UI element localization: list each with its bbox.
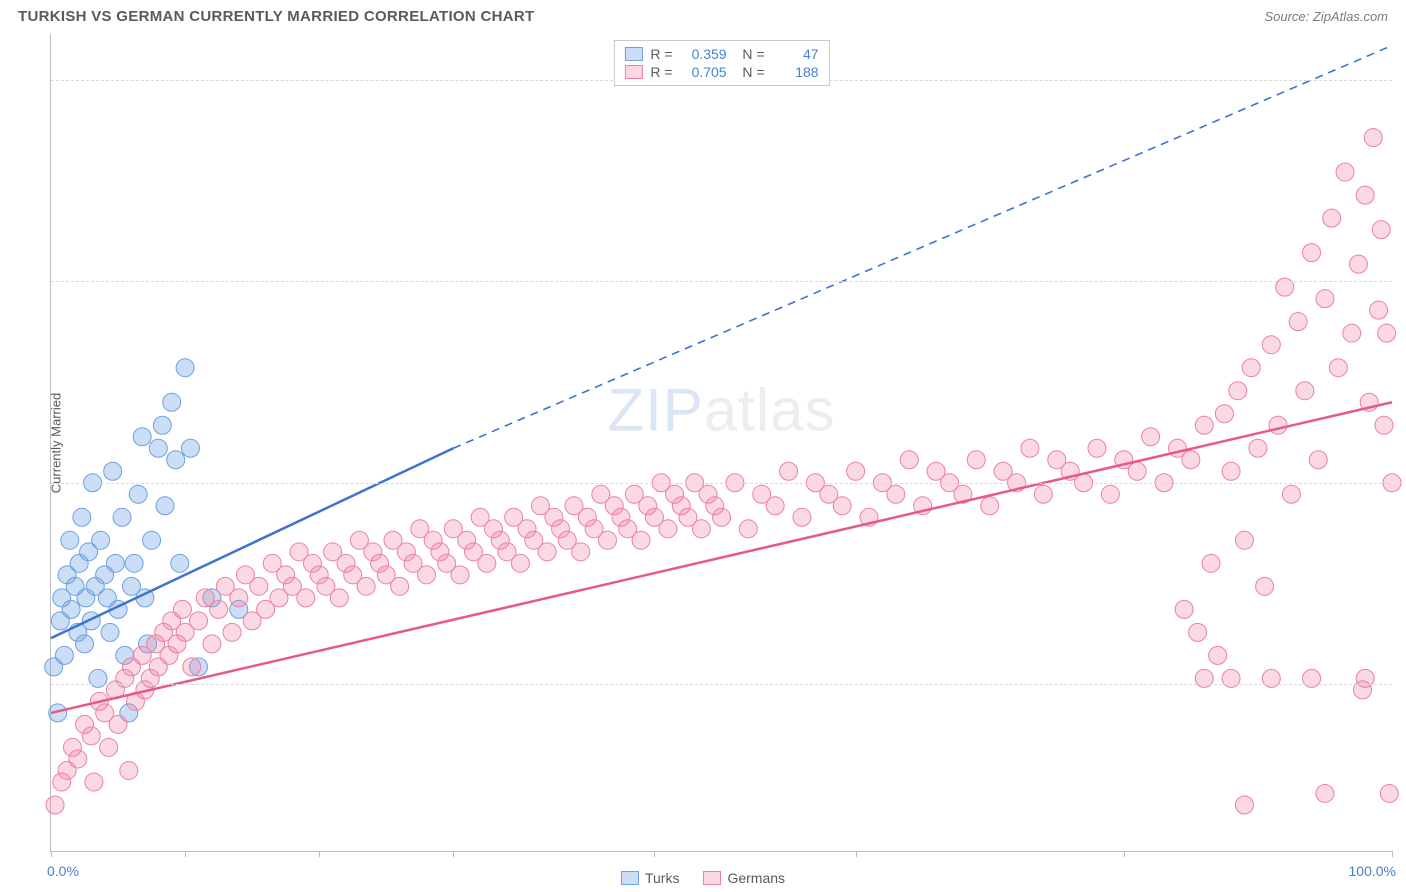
- legend-n-value: 188: [773, 64, 819, 80]
- chart-source: Source: ZipAtlas.com: [1264, 9, 1388, 24]
- trend-lines: [51, 34, 1392, 851]
- x-tick: [319, 851, 320, 857]
- legend-r-value: 0.705: [681, 64, 727, 80]
- y-tick-label: 100.0%: [1402, 72, 1406, 88]
- legend-label: Germans: [727, 870, 785, 886]
- y-tick-label: 82.5%: [1402, 273, 1406, 289]
- legend-swatch: [624, 47, 642, 61]
- trend-line: [51, 402, 1392, 713]
- legend-r-label: R =: [650, 64, 672, 80]
- legend-item: Germans: [703, 870, 785, 886]
- legend-swatch: [703, 871, 721, 885]
- legend-n-value: 47: [773, 46, 819, 62]
- legend-swatch: [624, 65, 642, 79]
- x-tick: [1392, 851, 1393, 857]
- x-tick: [51, 851, 52, 857]
- chart-title: TURKISH VS GERMAN CURRENTLY MARRIED CORR…: [18, 8, 534, 25]
- plot-area: ZIPatlas R =0.359 N =47R =0.705 N =188 0…: [50, 34, 1392, 852]
- x-axis-start-label: 0.0%: [47, 863, 79, 879]
- y-tick-label: 47.5%: [1402, 676, 1406, 692]
- gridline: [51, 281, 1392, 282]
- legend-r-value: 0.359: [681, 46, 727, 62]
- legend-r-label: R =: [650, 46, 672, 62]
- gridline: [51, 684, 1392, 685]
- x-tick: [654, 851, 655, 857]
- trend-line: [51, 448, 453, 638]
- legend-swatch: [621, 871, 639, 885]
- legend-n-label: N =: [735, 46, 765, 62]
- chart-area: Currently Married ZIPatlas R =0.359 N =4…: [10, 34, 1392, 852]
- trend-line-dashed: [453, 46, 1392, 449]
- gridline: [51, 483, 1392, 484]
- legend-label: Turks: [645, 870, 679, 886]
- x-axis-end-label: 100.0%: [1349, 863, 1396, 879]
- y-tick-label: 65.0%: [1402, 475, 1406, 491]
- x-tick: [453, 851, 454, 857]
- series-legend: Turks Germans: [621, 870, 785, 886]
- x-tick: [185, 851, 186, 857]
- x-tick: [856, 851, 857, 857]
- chart-header: TURKISH VS GERMAN CURRENTLY MARRIED CORR…: [0, 0, 1406, 29]
- x-tick: [1124, 851, 1125, 857]
- legend-n-label: N =: [735, 64, 765, 80]
- legend-item: Turks: [621, 870, 679, 886]
- legend-row: R = 0.359 N = 47: [624, 45, 818, 63]
- correlation-legend: R = 0.359 N = 47 R = 0.705 N = 188: [613, 40, 829, 86]
- legend-row: R = 0.705 N = 188: [624, 63, 818, 81]
